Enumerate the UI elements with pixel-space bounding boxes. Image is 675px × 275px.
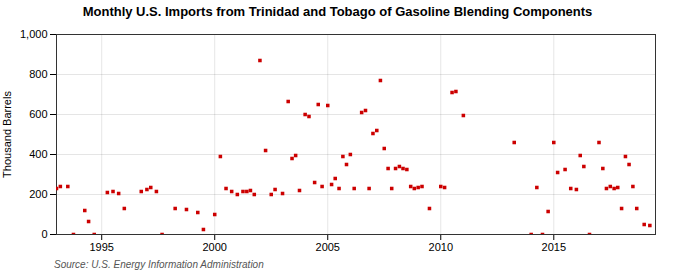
svg-text:600: 600 bbox=[29, 108, 47, 120]
svg-text:2000: 2000 bbox=[202, 241, 226, 253]
svg-text:400: 400 bbox=[29, 148, 47, 160]
svg-text:2010: 2010 bbox=[429, 241, 453, 253]
svg-text:0: 0 bbox=[41, 228, 47, 240]
svg-text:Thousand Barrels: Thousand Barrels bbox=[1, 91, 13, 178]
svg-text:200: 200 bbox=[29, 188, 47, 200]
svg-text:2005: 2005 bbox=[316, 241, 340, 253]
svg-text:800: 800 bbox=[29, 68, 47, 80]
svg-text:2015: 2015 bbox=[542, 241, 566, 253]
html-text:Source: U.S. Energy Informatio: Source: U.S. Energy Information Administ… bbox=[54, 259, 264, 270]
svg-text:1995: 1995 bbox=[89, 241, 113, 253]
svg-text:1,000: 1,000 bbox=[20, 28, 48, 40]
html-text:Monthly U.S. Imports from Trin: Monthly U.S. Imports from Trinidad and T… bbox=[82, 4, 593, 19]
